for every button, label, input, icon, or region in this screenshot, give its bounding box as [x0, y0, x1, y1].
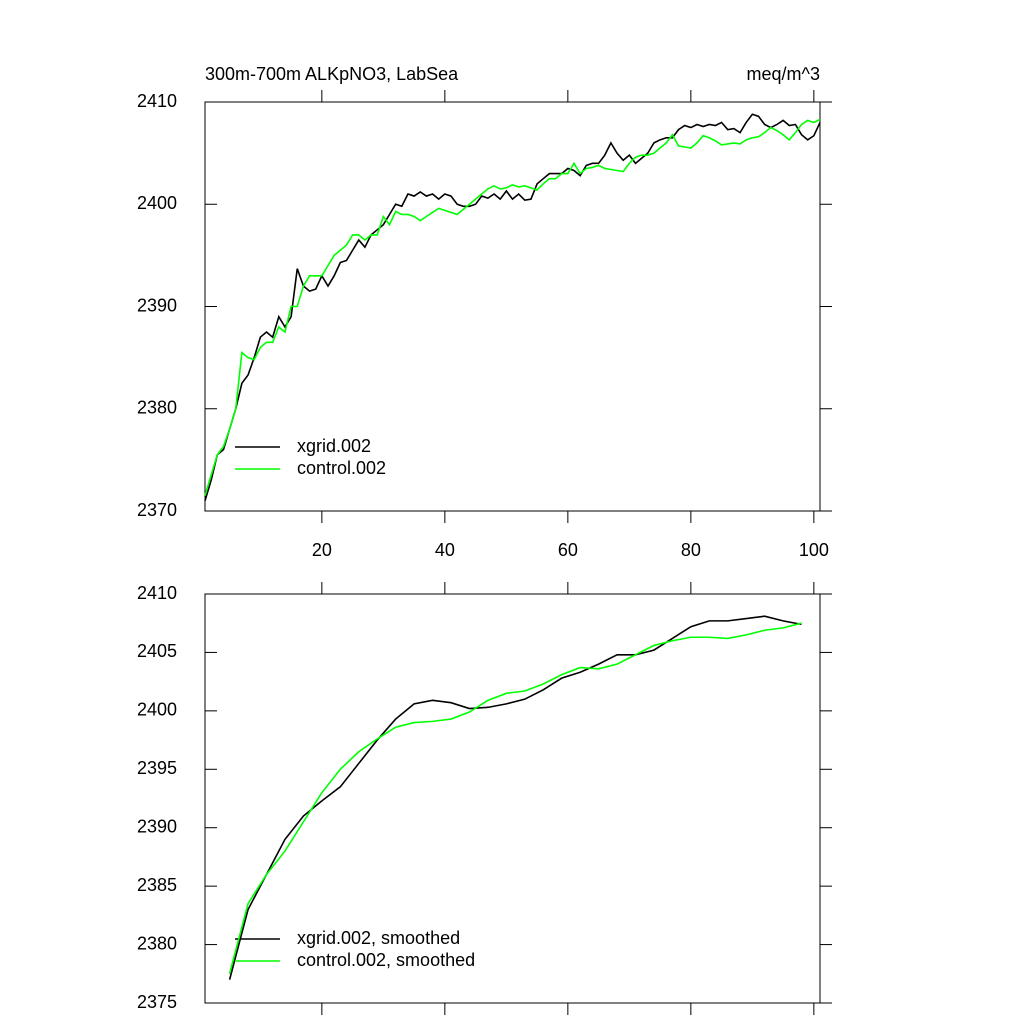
data-line [228, 615, 802, 980]
x-tick-label: 40 [435, 540, 455, 560]
y-tick-label: 2390 [137, 816, 177, 836]
legend-label: control.002 [297, 458, 386, 478]
data-line [228, 622, 802, 974]
y-tick-label: 2380 [137, 933, 177, 953]
y-tick-label: 2390 [137, 295, 177, 315]
y-tick-label: 2410 [137, 583, 177, 603]
y-tick-label: 2410 [137, 91, 177, 111]
y-tick-label: 2400 [137, 700, 177, 720]
data-line [204, 118, 821, 496]
y-tick-label: 2400 [137, 193, 177, 213]
y-tick-label: 2385 [137, 875, 177, 895]
y-tick-label: 2380 [137, 398, 177, 418]
legend-label: xgrid.002, smoothed [297, 928, 460, 948]
plot-frame [204, 593, 821, 1004]
y-tick-label: 2405 [137, 641, 177, 661]
legend-label: xgrid.002 [297, 436, 371, 456]
chart-title: 300m-700m ALKpNO3, LabSea [205, 64, 459, 84]
units-label: meq/m^3 [747, 64, 820, 84]
legend-label: control.002, smoothed [297, 950, 475, 970]
x-tick-label: 80 [681, 540, 701, 560]
y-tick-label: 2395 [137, 758, 177, 778]
y-tick-label: 2370 [137, 500, 177, 520]
data-line [204, 113, 821, 502]
x-tick-label: 60 [558, 540, 578, 560]
x-tick-label: 20 [312, 540, 332, 560]
y-tick-label: 2375 [137, 992, 177, 1012]
x-tick-label: 100 [799, 540, 829, 560]
